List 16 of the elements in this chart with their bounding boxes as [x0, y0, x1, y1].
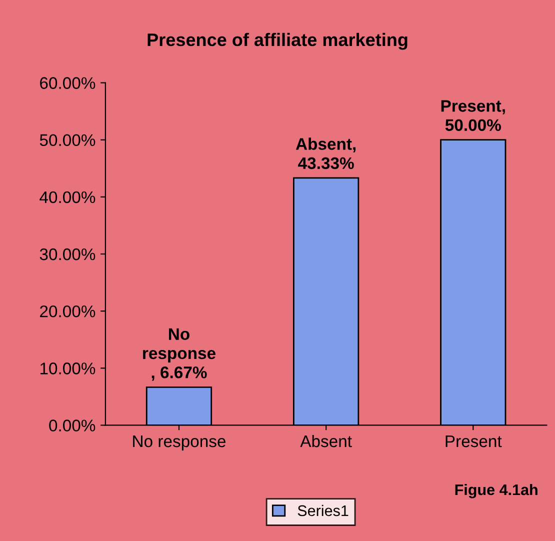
y-tick-label: 50.00%	[40, 134, 96, 146]
y-tick-label: 20.00%	[40, 305, 96, 318]
y-tick-label: 60.00%	[40, 77, 96, 89]
text: Absent, 43.33%	[296, 138, 356, 170]
chart-title: Presence of affiliate marketing	[148, 32, 408, 50]
y-tick-label: 10.00%	[40, 362, 96, 374]
text: Figue 4.1ah	[455, 484, 538, 498]
y-tick-label: 40.00%	[40, 191, 96, 204]
y-tick-label: 0.00%	[49, 420, 96, 432]
x-tick-label: Present	[446, 436, 502, 448]
legend-label: Series1	[298, 504, 348, 516]
text: No response , 6.67%	[143, 328, 216, 381]
text: Present, 50.00%	[441, 100, 505, 131]
x-tick-label: No response	[133, 436, 226, 450]
x-tick-label: Absent	[300, 434, 352, 448]
y-tick-label: 30.00%	[40, 248, 96, 260]
